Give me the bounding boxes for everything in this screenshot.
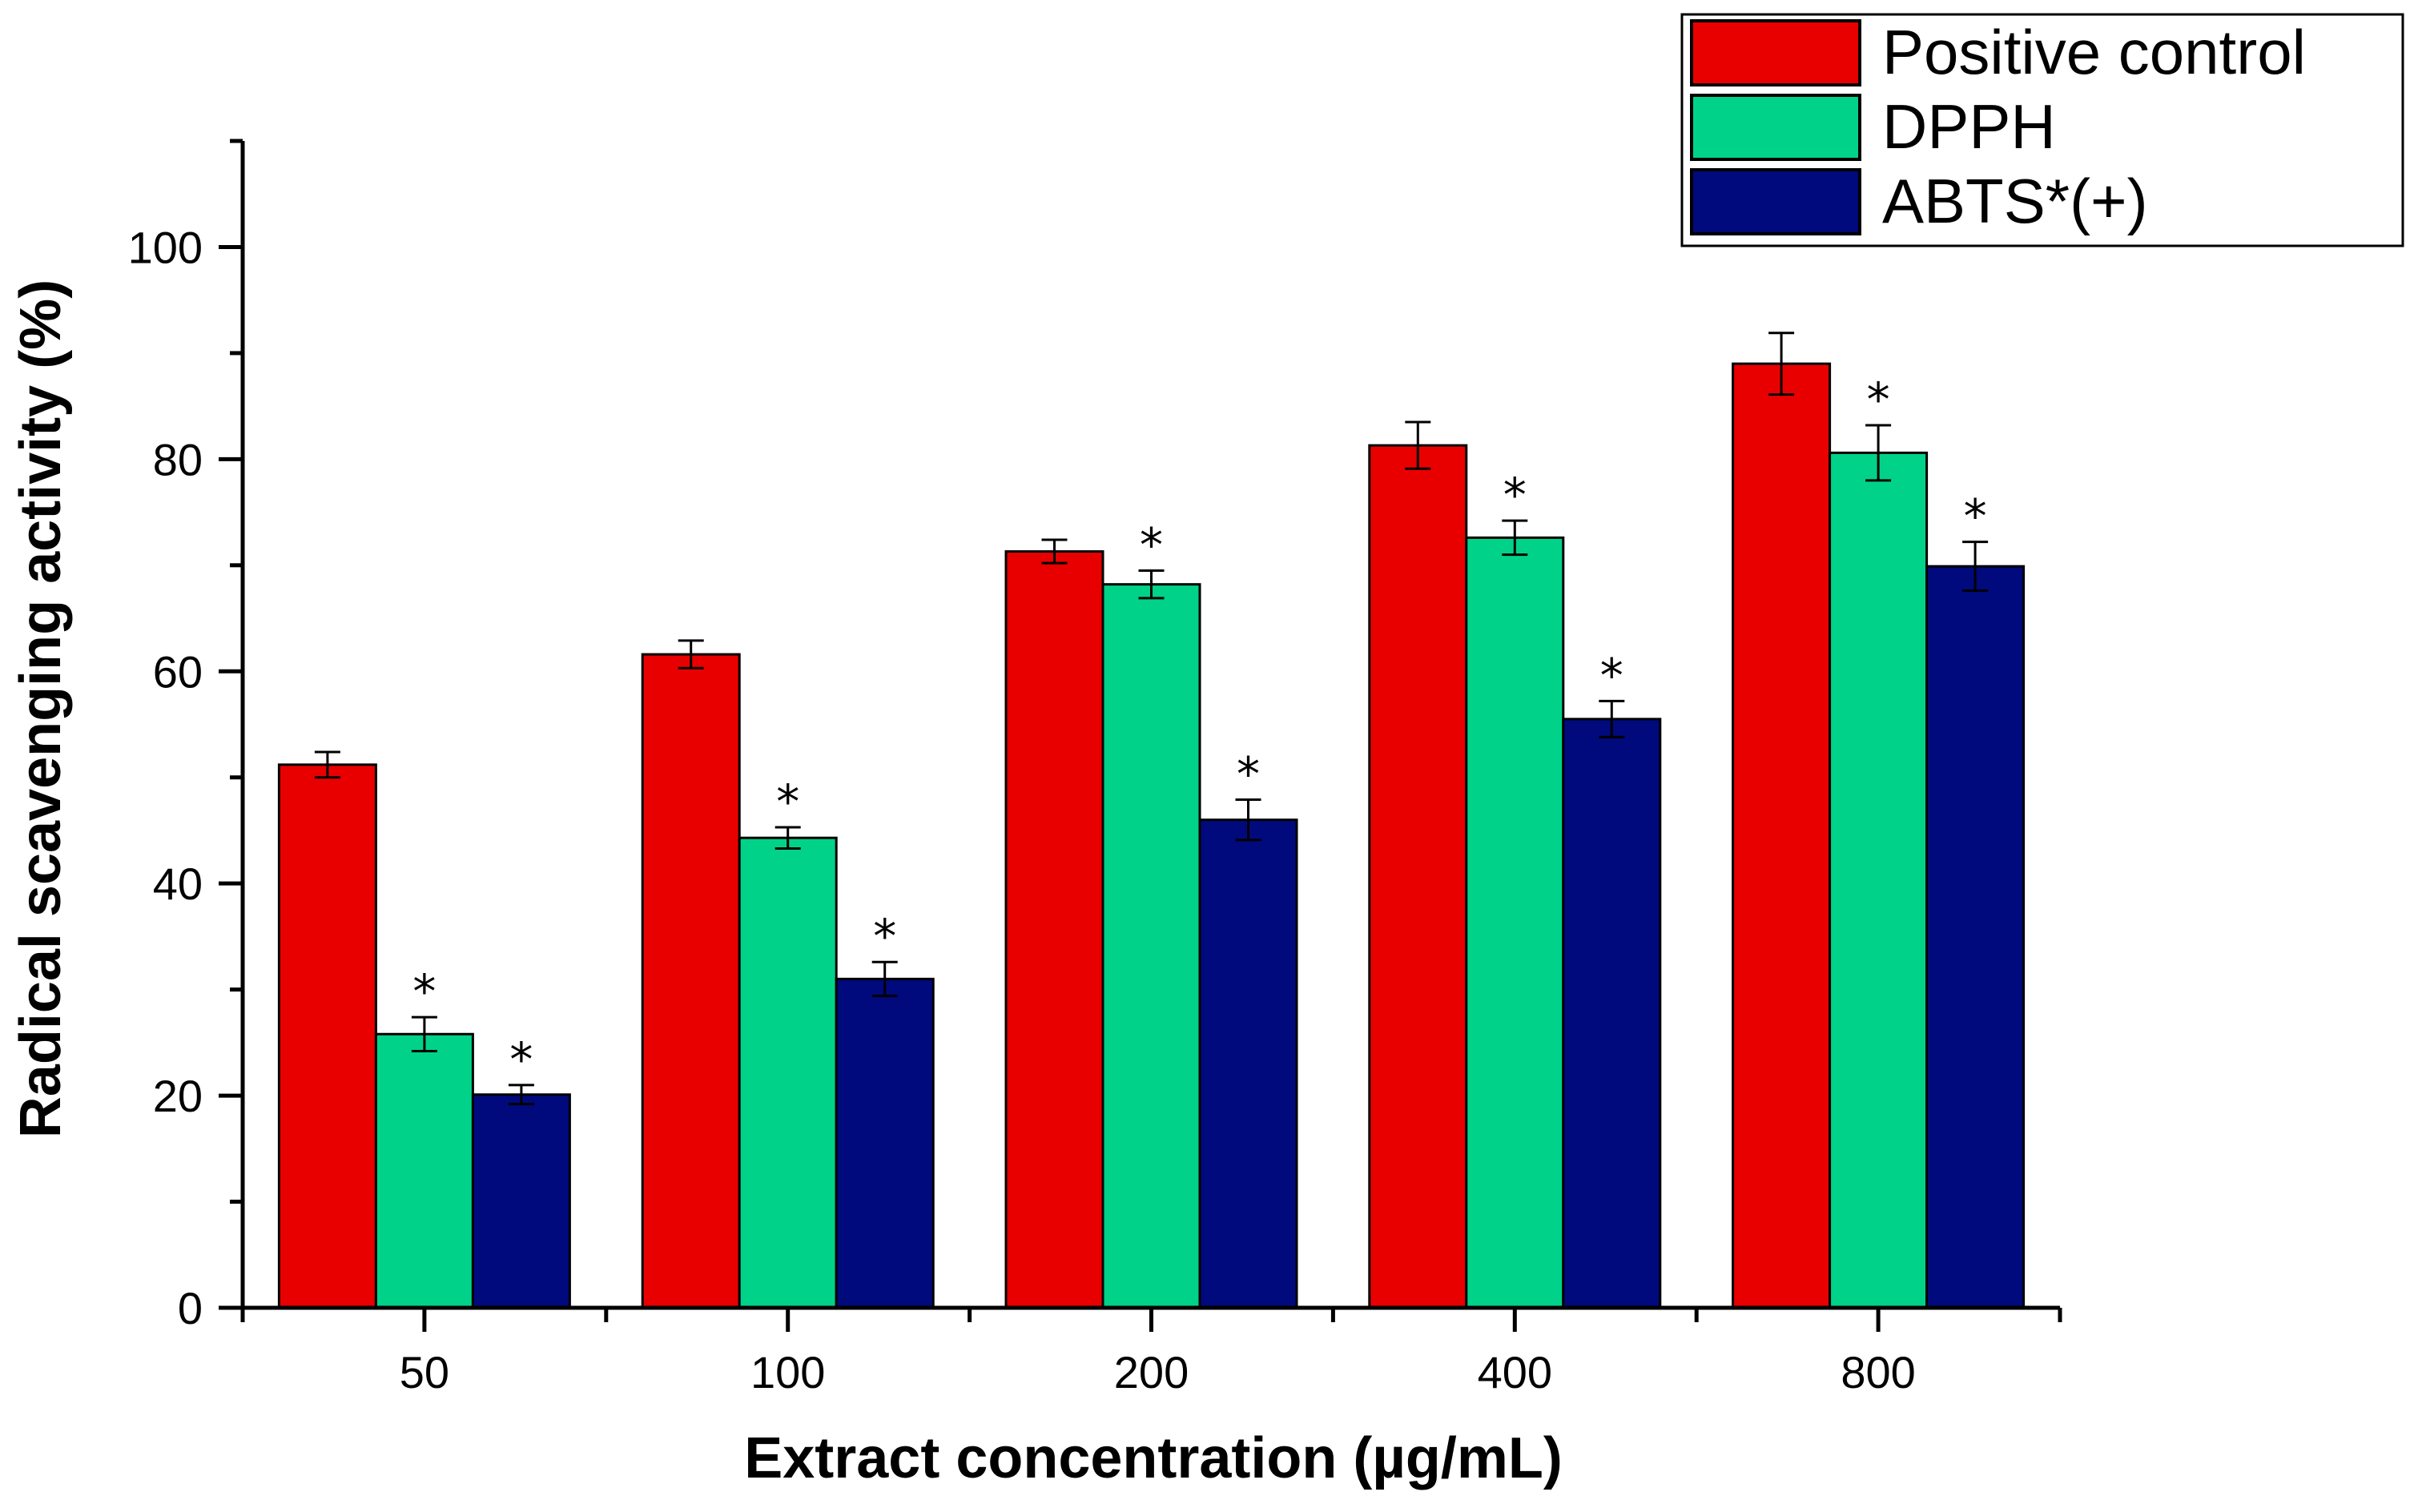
bar-0-1	[641, 653, 741, 1309]
error-bar-2-0	[508, 1084, 534, 1106]
bar-2-1	[835, 977, 935, 1309]
error-bar-2-1	[871, 960, 898, 998]
axes-layer	[219, 139, 2062, 1332]
significance-marker-1-4: *	[1867, 372, 1890, 427]
significance-marker-2-1: *	[873, 909, 896, 963]
bars-layer	[277, 332, 2026, 1309]
bar-0-0	[277, 763, 377, 1309]
error-bar-1-4	[1865, 424, 1892, 482]
y-tick-label-80: 80	[153, 434, 203, 485]
legend-label-1: DPPH	[1882, 91, 2056, 162]
bar-1-4	[1829, 451, 1929, 1309]
x-tick-label-100: 100	[750, 1347, 825, 1397]
bar-0-3	[1368, 444, 1468, 1309]
error-bar-1-3	[1502, 519, 1528, 557]
error-bar-1-1	[774, 826, 801, 850]
legend-swatch-1	[1690, 94, 1861, 161]
y-axis-title: Radical scavenging activity (%)	[9, 279, 73, 1138]
error-bar-0-3	[1405, 420, 1431, 470]
bar-0-4	[1732, 362, 1832, 1309]
bar-2-3	[1562, 718, 1662, 1309]
error-bar-1-0	[411, 1015, 437, 1052]
bar-1-3	[1465, 536, 1565, 1309]
bar-0-2	[1004, 550, 1104, 1309]
error-bar-0-2	[1041, 538, 1068, 565]
significance-marker-2-4: *	[1964, 489, 1987, 544]
x-axis-title: Extract concentration (µg/mL)	[744, 1426, 1563, 1490]
error-bar-0-4	[1768, 332, 1795, 396]
y-tick-label-0: 0	[178, 1283, 203, 1333]
x-tick-label-200: 200	[1114, 1347, 1189, 1397]
error-bar-1-2	[1138, 569, 1165, 600]
error-bar-2-3	[1599, 699, 1625, 738]
x-tick-label-800: 800	[1841, 1347, 1915, 1397]
bar-2-4	[1925, 565, 2026, 1309]
bar-1-0	[374, 1032, 474, 1309]
y-tick-label-20: 20	[153, 1071, 203, 1121]
significance-marker-1-2: *	[1140, 517, 1163, 572]
legend-label-0: Positive control	[1882, 17, 2306, 87]
significance-marker-1-1: *	[776, 774, 799, 829]
error-bar-2-2	[1235, 798, 1261, 842]
bar-2-0	[471, 1093, 571, 1309]
legend-label-2: ABTS*(+)	[1882, 166, 2148, 236]
labels-layer: * * * * * * * * * * 0 20 40 60 80 100 50 100 200 400 800	[128, 222, 1987, 1397]
significance-marker-2-2: *	[1237, 747, 1260, 802]
x-tick-label-50: 50	[400, 1347, 449, 1397]
legend-swatch-2	[1690, 168, 1861, 235]
error-bar-2-4	[1962, 541, 1989, 593]
bar-1-2	[1101, 583, 1201, 1309]
significance-marker-2-3: *	[1600, 648, 1623, 702]
legend-swatch-0	[1690, 19, 1861, 86]
y-tick-label-100: 100	[128, 222, 203, 272]
error-bar-0-1	[678, 639, 704, 670]
significance-marker-1-3: *	[1503, 468, 1527, 522]
bar-1-1	[738, 836, 838, 1309]
bar-2-2	[1198, 818, 1298, 1309]
x-tick-label-400: 400	[1478, 1347, 1552, 1397]
y-tick-label-60: 60	[153, 646, 203, 697]
y-tick-label-40: 40	[153, 859, 203, 909]
significance-marker-2-0: *	[509, 1032, 533, 1087]
significance-marker-1-0: *	[412, 964, 436, 1019]
error-bar-0-0	[314, 750, 340, 779]
